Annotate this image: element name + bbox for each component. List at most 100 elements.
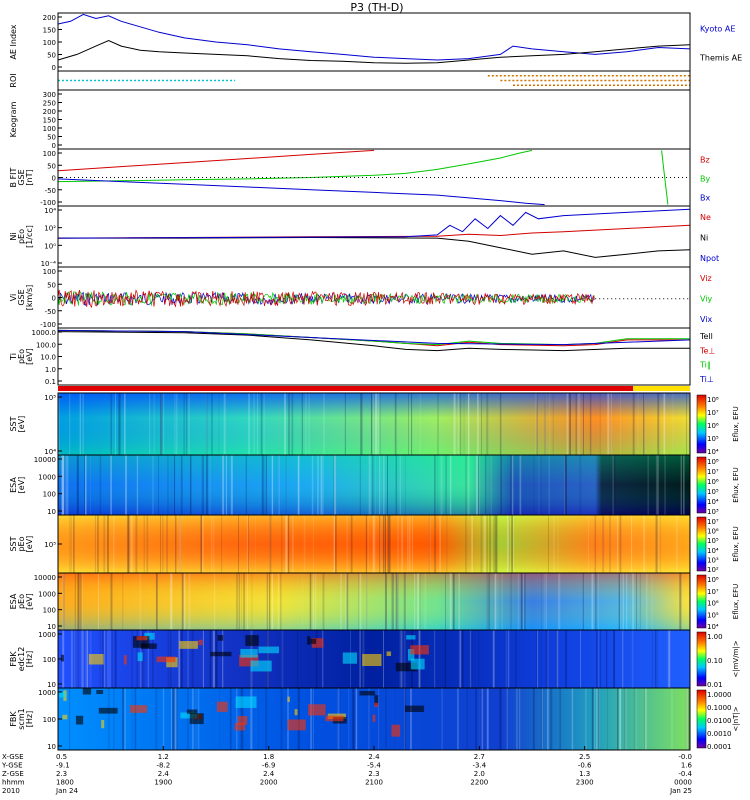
esa-i-ytick-label: 1000 bbox=[38, 590, 56, 598]
fbk-e-streak bbox=[668, 630, 671, 688]
sst-i-streak bbox=[202, 515, 204, 573]
sst-e-streak bbox=[552, 393, 554, 455]
sst-i-streak bbox=[401, 515, 404, 573]
fbk-b-patch bbox=[287, 696, 290, 703]
fbk-b-streak bbox=[368, 688, 370, 750]
bfgm-ytick-label: 0 bbox=[52, 175, 56, 183]
sst-e-streak bbox=[118, 393, 121, 455]
fbk-b-streak bbox=[685, 688, 688, 750]
fbk-e-patch bbox=[307, 636, 311, 645]
sst-e-streak bbox=[284, 393, 286, 455]
esa-i-streak bbox=[651, 573, 653, 630]
fbk-b-streak bbox=[585, 688, 587, 750]
fbk-b-streak bbox=[264, 688, 267, 750]
sst-e-streak bbox=[610, 393, 612, 455]
fbk-b-streak bbox=[162, 688, 165, 750]
sst-e-streak bbox=[476, 393, 479, 455]
sst-e-streak bbox=[589, 393, 592, 455]
sst-e-streak bbox=[419, 393, 422, 455]
sst-i-streak bbox=[269, 515, 272, 573]
x-row-value: 2.5 bbox=[579, 753, 590, 761]
esa-e-streak bbox=[311, 455, 314, 515]
fbk-b-streak bbox=[618, 688, 621, 750]
fbk-b-streak bbox=[404, 688, 406, 750]
sst-e-streak bbox=[637, 393, 639, 455]
sst-i-streak bbox=[656, 515, 659, 573]
sst-e-streak bbox=[569, 393, 571, 455]
esa-i-streak bbox=[358, 573, 360, 630]
velocity-ytick-label: 0 bbox=[52, 295, 56, 303]
fbk-b-streak bbox=[686, 688, 688, 750]
sst-i-streak bbox=[380, 515, 382, 573]
ae-ytick-label: 150 bbox=[43, 27, 56, 35]
fbk-e-patch bbox=[88, 653, 104, 665]
sst-i-streak bbox=[246, 515, 249, 573]
fbk-b-streak bbox=[644, 688, 647, 750]
esa-e-streak bbox=[171, 455, 172, 515]
esa-e-streak bbox=[680, 455, 682, 515]
sst-i-streak bbox=[333, 515, 335, 573]
temperature-ytick-label: 100.0 bbox=[36, 341, 56, 349]
fbk-b-streak bbox=[155, 688, 158, 750]
sst-i-streak bbox=[130, 515, 133, 573]
sst-e-streak bbox=[323, 393, 325, 455]
sst-e-streak bbox=[457, 393, 459, 455]
bfgm-ylabel-0: B FIT bbox=[9, 167, 18, 187]
esa-e-streak bbox=[372, 455, 374, 515]
sst-e-cbar-tick: 10⁷ bbox=[707, 409, 719, 417]
sst-i-streak bbox=[103, 515, 106, 573]
velocity-series-Vix bbox=[57, 291, 595, 306]
fbk-e-patch bbox=[240, 648, 258, 658]
bfgm-ytick-label: -50 bbox=[45, 187, 56, 195]
x-row-label: X-GSE bbox=[2, 753, 24, 761]
sst-i-streak bbox=[547, 515, 549, 573]
fbk-b-streak bbox=[547, 688, 549, 750]
fbk-e-streak bbox=[267, 630, 269, 688]
sst-i-streak bbox=[388, 515, 391, 573]
fbk-b-patch bbox=[216, 701, 228, 712]
esa-i-streak bbox=[62, 573, 65, 630]
fbk-b-streak bbox=[532, 688, 535, 750]
bfgm-ylabel-1: GSE bbox=[17, 169, 26, 185]
sst-e-streak bbox=[360, 393, 363, 455]
fbk-b-streak bbox=[122, 688, 125, 750]
esa-e-streak bbox=[379, 455, 380, 515]
fbk-b-streak bbox=[547, 688, 549, 750]
fbk-e-patch bbox=[406, 635, 416, 640]
sst-e-streak bbox=[79, 393, 82, 455]
x-row-value: 0.5 bbox=[56, 753, 67, 761]
sst-i-streak bbox=[508, 515, 510, 573]
fbk-e-ylabel-1: edc12 bbox=[17, 647, 26, 672]
bfgm-legend-By: By bbox=[700, 175, 710, 184]
fbk-b-streak bbox=[266, 688, 268, 750]
sst-i-streak bbox=[493, 515, 496, 573]
sst-e-streak bbox=[82, 393, 84, 455]
fbk-e-patch bbox=[386, 651, 392, 657]
panel-sst-e: 10⁴ 10⁵ 10⁶ 10⁷ 10⁸ Eflux, EFU 10⁴ 10⁵ SST [eV] bbox=[9, 392, 740, 456]
sst-i-cbar-tick: 10⁶ bbox=[707, 528, 719, 536]
fbk-e-streak bbox=[85, 630, 87, 688]
sst-e-streak bbox=[453, 393, 456, 455]
fbk-b-streak bbox=[123, 688, 126, 750]
esa-i-streak bbox=[359, 573, 362, 630]
velocity-ylabel-0: Vi bbox=[9, 294, 18, 302]
x-row-value: -8.2 bbox=[156, 762, 170, 770]
esa-e-streak bbox=[190, 455, 192, 515]
sst-e-ytick-label: 10⁴ bbox=[44, 448, 56, 456]
fbk-b-streak bbox=[550, 688, 553, 750]
velocity-legend-Viz: Viz bbox=[700, 274, 712, 283]
esa-i-streak bbox=[597, 573, 599, 630]
bfgm-series-By bbox=[57, 149, 533, 183]
esa-e-streak bbox=[612, 455, 615, 515]
ae-bg bbox=[58, 13, 690, 71]
esa-i-streak bbox=[81, 573, 84, 630]
esa-i-ylabel-0: ESA bbox=[9, 593, 18, 609]
sst-i-ytick-label: 10⁵ bbox=[44, 541, 56, 549]
esa-i-streak bbox=[183, 573, 186, 630]
esa-e-ylabel-1: [eV] bbox=[17, 477, 26, 494]
fbk-e-streak bbox=[461, 630, 464, 688]
fbk-e-streak bbox=[515, 630, 517, 688]
sst-i-streak bbox=[471, 515, 473, 573]
keogram-ytick-label: 150 bbox=[43, 117, 56, 125]
x-row-value: 1.8 bbox=[263, 753, 274, 761]
